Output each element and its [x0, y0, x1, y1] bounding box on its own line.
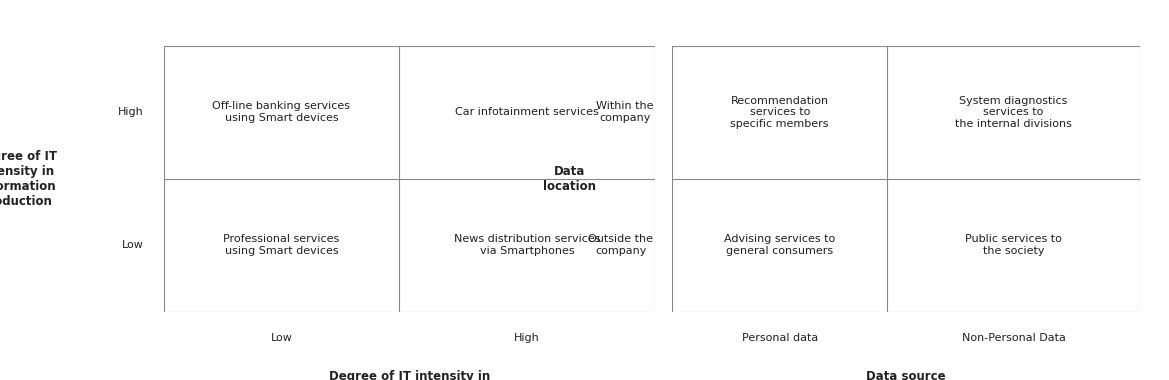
Text: Data source: Data source [866, 370, 946, 380]
Text: Outside the
company: Outside the company [588, 234, 653, 256]
Text: Personal data: Personal data [741, 333, 818, 343]
Text: News distribution services
via Smartphones: News distribution services via Smartphon… [454, 234, 600, 256]
Text: High: High [514, 333, 540, 343]
Text: Data
location: Data location [542, 165, 596, 193]
Text: Low: Low [270, 333, 292, 343]
Text: Degree of IT intensity in
information delivery: Degree of IT intensity in information de… [328, 370, 490, 380]
Text: System diagnostics
services to
the internal divisions: System diagnostics services to the inter… [955, 95, 1072, 129]
Text: Public services to
the society: Public services to the society [966, 234, 1061, 256]
Text: Recommendation
services to
specific members: Recommendation services to specific memb… [731, 95, 829, 129]
Text: Low: Low [122, 240, 144, 250]
Text: Off-line banking services
using Smart devices: Off-line banking services using Smart de… [213, 101, 351, 123]
Text: Non-Personal Data: Non-Personal Data [962, 333, 1065, 343]
Text: Professional services
using Smart devices: Professional services using Smart device… [223, 234, 340, 256]
Text: Degree of IT
intensity in
information
production: Degree of IT intensity in information pr… [0, 150, 57, 207]
Text: High: High [118, 107, 144, 117]
Text: Car infotainment services: Car infotainment services [455, 107, 599, 117]
Text: Advising services to
general consumers: Advising services to general consumers [724, 234, 836, 256]
Text: Within the
company: Within the company [596, 101, 653, 123]
